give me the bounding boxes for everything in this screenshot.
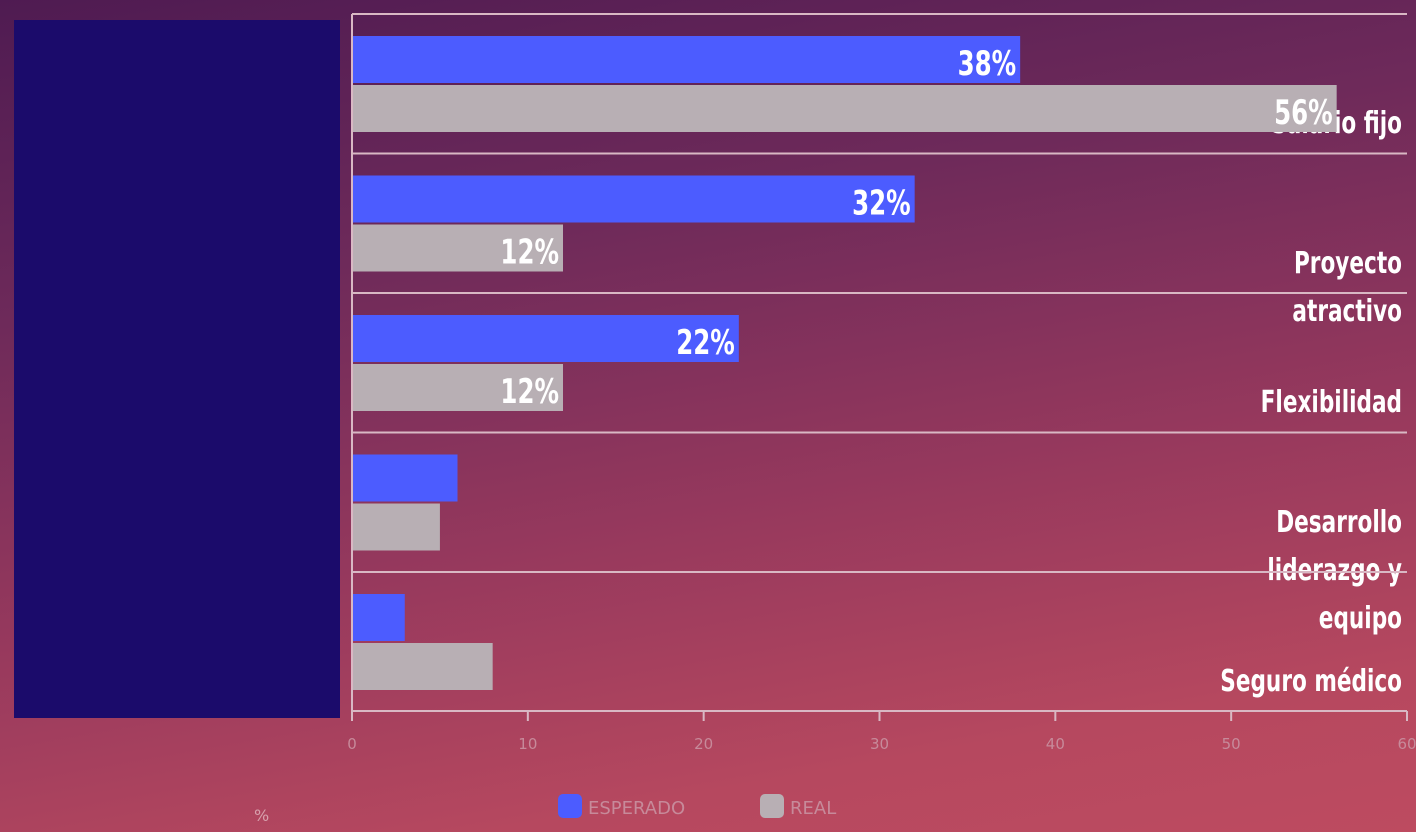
bar-esperado-2 bbox=[352, 315, 739, 362]
x-tick-label: 20 bbox=[694, 735, 713, 753]
legend-label-real: REAL bbox=[790, 798, 836, 819]
category-label-panel bbox=[14, 20, 340, 718]
bar-real-4 bbox=[352, 643, 493, 690]
bar-real-3 bbox=[352, 503, 440, 551]
legend-swatch-real bbox=[760, 794, 784, 818]
x-tick-label: 60 bbox=[1397, 735, 1416, 753]
bar-real-1 bbox=[352, 224, 563, 272]
bar-value-label: 38% bbox=[958, 44, 1017, 83]
category-label: Seguro médico bbox=[1220, 664, 1402, 699]
x-tick-label: 10 bbox=[518, 735, 537, 753]
bar-value-label: 12% bbox=[500, 372, 559, 411]
bar-value-label: 32% bbox=[852, 184, 911, 223]
bar-esperado-4 bbox=[352, 594, 405, 641]
bar-real-2 bbox=[352, 364, 563, 411]
bar-esperado-3 bbox=[352, 454, 458, 502]
legend-label-esperado: ESPERADO bbox=[588, 798, 685, 819]
legend-swatch-esperado bbox=[558, 794, 582, 818]
x-tick-label: 40 bbox=[1046, 735, 1065, 753]
x-tick-label: 30 bbox=[870, 735, 889, 753]
bar-real-0 bbox=[352, 85, 1337, 132]
x-tick-label: 50 bbox=[1222, 735, 1241, 753]
category-label: Flexibilidad bbox=[1260, 385, 1402, 420]
category-label: Desarrollo liderazgo y equipo bbox=[1267, 504, 1402, 636]
category-label: Proyecto atractivo bbox=[1292, 245, 1402, 329]
bar-value-label: 56% bbox=[1274, 93, 1333, 132]
bar-esperado-1 bbox=[352, 175, 915, 223]
bar-esperado-0 bbox=[352, 36, 1021, 83]
bar-value-label: 12% bbox=[500, 233, 559, 272]
bar-value-label: 22% bbox=[676, 323, 735, 362]
unit-label: % bbox=[254, 806, 270, 825]
x-tick-label: 0 bbox=[347, 735, 357, 753]
